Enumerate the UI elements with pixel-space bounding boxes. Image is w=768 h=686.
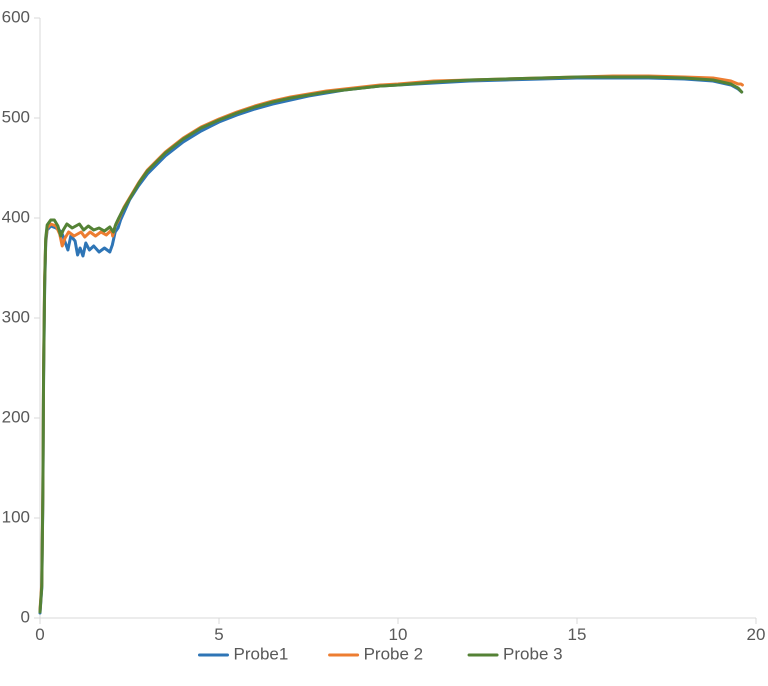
- legend-label: Probe 3: [503, 644, 563, 663]
- y-tick-label: 0: [21, 607, 30, 626]
- y-tick-label: 300: [2, 307, 30, 326]
- x-tick-label: 15: [568, 625, 587, 644]
- y-tick-label: 500: [2, 107, 30, 126]
- y-tick-label: 400: [2, 207, 30, 226]
- y-tick-label: 200: [2, 407, 30, 426]
- x-tick-label: 0: [35, 625, 44, 644]
- probe-line-chart: 0 100 200 300 400 500 600 0 5 10 15 20 Probe1 Probe 2…: [0, 0, 768, 686]
- y-tick-label: 100: [2, 507, 30, 526]
- x-tick-label: 20: [747, 625, 766, 644]
- chart-svg: 0 100 200 300 400 500 600 0 5 10 15 20 Probe1 Probe 2…: [0, 0, 768, 686]
- legend-label: Probe1: [234, 644, 289, 663]
- legend-label: Probe 2: [364, 644, 424, 663]
- x-tick-label: 5: [214, 625, 223, 644]
- x-tick-label: 10: [389, 625, 408, 644]
- y-tick-label: 600: [2, 7, 30, 26]
